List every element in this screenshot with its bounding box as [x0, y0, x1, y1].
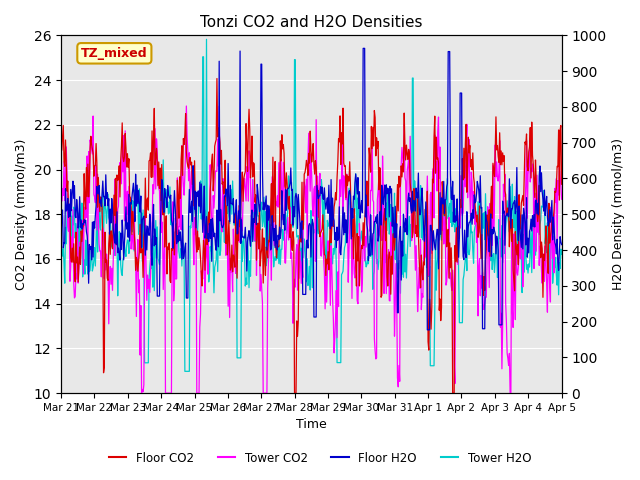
Text: TZ_mixed: TZ_mixed — [81, 47, 148, 60]
X-axis label: Time: Time — [296, 419, 326, 432]
Legend: Floor CO2, Tower CO2, Floor H2O, Tower H2O: Floor CO2, Tower CO2, Floor H2O, Tower H… — [104, 447, 536, 469]
Title: Tonzi CO2 and H2O Densities: Tonzi CO2 and H2O Densities — [200, 15, 422, 30]
Y-axis label: H2O Density (mmol/m3): H2O Density (mmol/m3) — [612, 138, 625, 290]
Y-axis label: CO2 Density (mmol/m3): CO2 Density (mmol/m3) — [15, 139, 28, 290]
